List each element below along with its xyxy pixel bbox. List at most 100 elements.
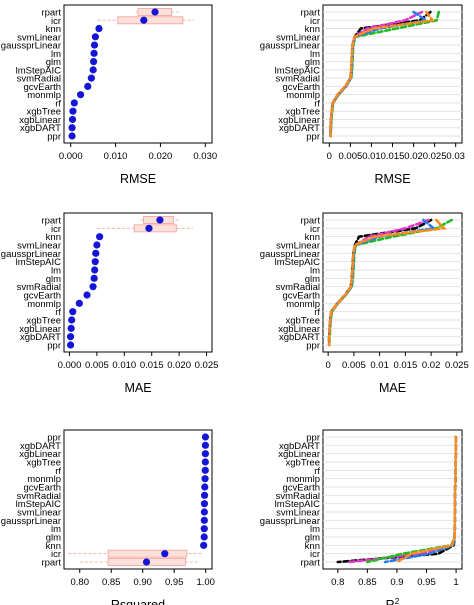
x-tick-label: 0.02 xyxy=(404,151,423,162)
point-rf xyxy=(69,308,77,316)
point-svmRadial xyxy=(200,491,209,499)
category-label: rpart xyxy=(300,216,320,227)
panel-5: pprxgbDARTxgbLinearxgbTreerfmonmlpgcvEar… xyxy=(1,429,215,605)
category-label: xgbLinear xyxy=(19,449,61,460)
category-label: monmlp xyxy=(286,299,320,310)
category-label: ppr xyxy=(306,341,320,352)
category-label: xgbTree xyxy=(27,107,62,118)
point-monmlp xyxy=(76,91,85,99)
point-lmStepAIC xyxy=(200,500,209,508)
category-label: monmlp xyxy=(286,90,320,101)
category-label: lm xyxy=(310,49,320,60)
x-axis-title: MAE xyxy=(379,381,406,395)
x-tick-label: 0.015 xyxy=(393,360,417,371)
category-label: xgbDART xyxy=(279,332,320,343)
x-tick-label: 0.010 xyxy=(112,360,136,371)
plot-frame xyxy=(63,4,213,144)
x-tick-label: 0.005 xyxy=(85,360,109,371)
point-gaussprLinear xyxy=(90,41,99,49)
category-label: xgbTree xyxy=(27,458,62,469)
category-label: rf xyxy=(55,466,61,477)
series-line-4 xyxy=(329,10,430,138)
point-glm xyxy=(200,533,208,541)
point-rf xyxy=(201,466,209,474)
x-tick-label: 0.030 xyxy=(193,151,217,162)
point-xgbDART xyxy=(68,124,76,132)
category-label: xgbTree xyxy=(286,316,321,327)
category-label: ppr xyxy=(47,341,61,352)
category-label: svmRadial xyxy=(276,491,320,502)
category-label: glm xyxy=(305,274,320,285)
panel-4: rparticrknnsvmLineargaussprLinearlmStepA… xyxy=(260,212,469,395)
category-label: monmlp xyxy=(27,299,61,310)
category-label: rpart xyxy=(41,216,61,227)
category-label: glm xyxy=(305,533,320,544)
point-monmlp xyxy=(201,475,209,483)
category-label: xgbDART xyxy=(20,123,61,134)
point-glm xyxy=(90,58,98,66)
series-line-4 xyxy=(383,435,458,564)
point-lmStepAIC xyxy=(91,258,99,266)
category-label: glm xyxy=(305,57,320,68)
x-tick-label: 0.025 xyxy=(195,360,219,371)
category-label: xgbLinear xyxy=(278,449,320,460)
category-label: xgbLinear xyxy=(19,324,61,335)
category-label: lm xyxy=(310,524,320,535)
category-label: icr xyxy=(310,224,320,235)
point-svmRadial xyxy=(89,283,97,291)
category-label: monmlp xyxy=(27,90,61,101)
point-rpart xyxy=(151,8,159,16)
x-tick-label: 0.000 xyxy=(59,151,83,162)
point-xgbTree xyxy=(68,316,76,324)
point-ppr xyxy=(201,433,210,441)
category-label: lmStepAIC xyxy=(275,499,321,510)
category-label: gcvEarth xyxy=(24,82,62,93)
series-line-5 xyxy=(395,435,458,564)
x-tick-label: 0.020 xyxy=(167,360,191,371)
category-label: ppr xyxy=(306,132,320,143)
x-tick-label: 0.000 xyxy=(58,360,82,371)
category-label: xgbDART xyxy=(279,123,320,134)
category-label: ppr xyxy=(47,132,61,143)
x-tick-label: 0.8 xyxy=(331,577,344,588)
x-tick-label: 0.02 xyxy=(422,360,441,371)
category-label: svmLinear xyxy=(17,508,61,519)
category-label: lm xyxy=(51,266,61,277)
category-label: icr xyxy=(51,16,61,27)
category-label: gcvEarth xyxy=(24,291,62,302)
category-label: knn xyxy=(46,541,61,552)
series-line-5 xyxy=(329,10,435,138)
category-label: gaussprLinear xyxy=(260,41,320,52)
category-label: monmlp xyxy=(27,474,61,485)
series-line-1 xyxy=(336,435,458,564)
panel-6: pprxgbDARTxgbLinearxgbTreerfmonmlpgcvEar… xyxy=(260,429,463,605)
x-axis-title: Rsquared xyxy=(111,598,165,605)
x-tick-label: 0.80 xyxy=(70,577,89,588)
x-tick-label: 0.005 xyxy=(338,151,362,162)
point-ppr xyxy=(68,132,76,140)
point-ppr xyxy=(66,341,75,349)
point-lmStepAIC xyxy=(89,66,97,74)
x-axis-title: RMSE xyxy=(120,172,156,186)
category-label: xgbDART xyxy=(20,332,61,343)
category-label: xgbDART xyxy=(20,441,61,452)
point-rpart xyxy=(142,558,151,566)
category-label: svmLinear xyxy=(276,508,320,519)
category-label: lmStepAIC xyxy=(275,257,321,268)
plot-frame xyxy=(322,212,463,353)
category-label: svmLinear xyxy=(17,241,61,252)
point-xgbTree xyxy=(69,107,77,115)
x-tick-label: 0.01 xyxy=(362,151,381,162)
point-gaussprLinear xyxy=(92,249,100,257)
point-gcvEarth xyxy=(201,483,209,491)
point-rf xyxy=(70,99,78,107)
x-tick-label: 0.005 xyxy=(342,360,366,371)
point-svmLinear xyxy=(200,508,208,516)
x-tick-label: 0.85 xyxy=(102,577,121,588)
series-line-3 xyxy=(366,435,458,564)
x-tick-label: 0.010 xyxy=(104,151,128,162)
x-tick-label: 0.020 xyxy=(149,151,173,162)
category-label: svmRadial xyxy=(276,74,320,85)
